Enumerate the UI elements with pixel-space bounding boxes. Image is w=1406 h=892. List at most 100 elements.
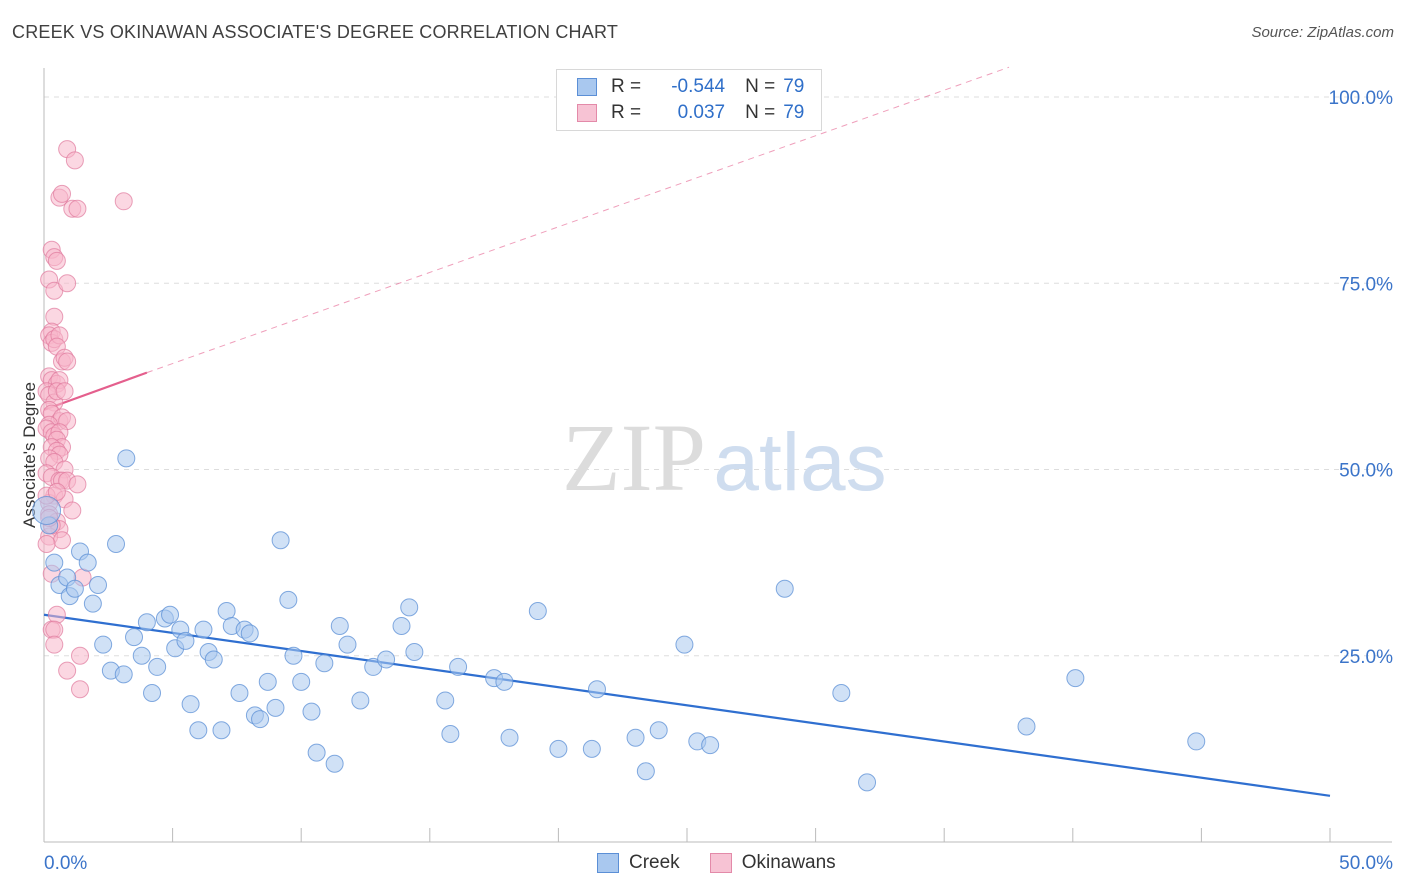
creek-point [528, 602, 547, 621]
okinawan-point [114, 192, 133, 211]
creek-swatch [577, 78, 597, 96]
creek-point [117, 449, 136, 468]
okinawan-trend-extension [146, 66, 1010, 374]
creek-point [148, 657, 167, 676]
creek-point [292, 672, 311, 691]
x-tick-label: 0.0% [44, 853, 87, 874]
source-label: Source: ZipAtlas.com [1251, 24, 1394, 41]
watermark-atlas: atlas [713, 417, 886, 508]
okinawan-point [45, 635, 64, 654]
creek-point [701, 736, 720, 755]
creek-point [302, 702, 321, 721]
okinawan-point [58, 352, 77, 371]
tick-labels: 100.0% 75.0% 50.0% 25.0% 0.0% 50.0% [44, 88, 1393, 874]
creek-point [377, 650, 396, 669]
creek-point [143, 684, 162, 702]
r-label: R = [611, 102, 642, 123]
creek-point [351, 691, 370, 710]
okinawan-point [71, 646, 90, 665]
creek-point [626, 728, 645, 747]
creek-point [251, 710, 270, 729]
creek-point [338, 635, 357, 654]
creek-point [400, 598, 419, 617]
creek-point [212, 721, 231, 740]
creek-swatch [597, 853, 619, 873]
legend-item-okinawans: Okinawans [709, 852, 836, 874]
okinawan-swatch [709, 853, 732, 873]
n-value: 79 [783, 102, 805, 123]
creek-point [279, 590, 298, 609]
okinawan-point [63, 501, 82, 520]
creek-points [32, 449, 1206, 792]
creek-point [266, 698, 285, 717]
creek-point [582, 739, 601, 758]
creek-point [832, 684, 851, 702]
creek-point [107, 535, 126, 553]
okinawan-point [53, 184, 72, 203]
creek-point [83, 594, 102, 613]
legend-label-creek: Creek [629, 852, 680, 873]
creek-point [1017, 717, 1036, 736]
okinawan-swatch [577, 104, 597, 122]
creek-point [204, 650, 223, 669]
creek-point [587, 680, 606, 699]
creek-point [181, 695, 200, 714]
okinawan-point [55, 382, 74, 401]
creek-point [89, 575, 108, 594]
chart-title: CREEK VS OKINAWAN ASSOCIATE'S DEGREE COR… [12, 22, 619, 42]
okinawan-point [45, 307, 64, 326]
watermark: ZIP atlas [562, 404, 887, 511]
creek-point [230, 684, 249, 702]
r-label: R = [611, 76, 642, 97]
legend-row-okinawans: R = 0.037 N = 79 [577, 100, 804, 126]
y-tick-label: 25.0% [1339, 647, 1393, 668]
legend-row-creek: R = -0.544 N = 79 [577, 74, 804, 100]
creek-point [94, 635, 113, 654]
correlation-legend: R = -0.544 N = 79 R = 0.037 N = 79 [556, 69, 822, 131]
gridlines [44, 96, 1392, 657]
creek-point [325, 754, 344, 773]
creek-point [189, 721, 208, 740]
okinawan-point [58, 274, 77, 293]
okinawan-point [53, 531, 72, 550]
creek-point [240, 624, 259, 643]
okinawan-point [68, 475, 87, 494]
creek-point [330, 616, 349, 635]
y-tick-label: 100.0% [1329, 88, 1394, 109]
okinawan-point [58, 661, 77, 680]
creek-point [32, 495, 62, 525]
r-value: 0.037 [677, 102, 726, 123]
creek-point [132, 646, 151, 665]
creek-point [258, 672, 277, 691]
r-value: -0.544 [671, 76, 726, 97]
okinawan-point [47, 251, 66, 270]
creek-point [1066, 669, 1085, 688]
n-label: N = [745, 102, 776, 123]
creek-point [78, 553, 97, 572]
creek-point [125, 628, 144, 647]
n-label: N = [745, 76, 776, 97]
n-value: 79 [783, 76, 805, 97]
creek-trend-line [43, 613, 1331, 797]
series-legend: Creek Okinawans [597, 852, 866, 874]
creek-point [45, 553, 64, 572]
okinawan-point [37, 535, 56, 553]
creek-point [649, 721, 668, 740]
creek-point [65, 579, 84, 598]
y-tick-label: 75.0% [1339, 274, 1393, 295]
watermark-zip: ZIP [562, 404, 706, 511]
creek-point [500, 728, 519, 747]
creek-point [176, 631, 195, 650]
legend-item-creek: Creek [597, 852, 680, 874]
creek-point [549, 739, 568, 758]
y-tick-label: 50.0% [1339, 461, 1393, 482]
creek-point [441, 724, 460, 743]
creek-point [392, 616, 411, 635]
creek-point [194, 620, 213, 639]
okinawan-point [71, 680, 90, 699]
creek-point [114, 665, 133, 684]
okinawan-points [37, 140, 133, 699]
creek-point [307, 743, 326, 762]
creek-point [137, 613, 156, 632]
